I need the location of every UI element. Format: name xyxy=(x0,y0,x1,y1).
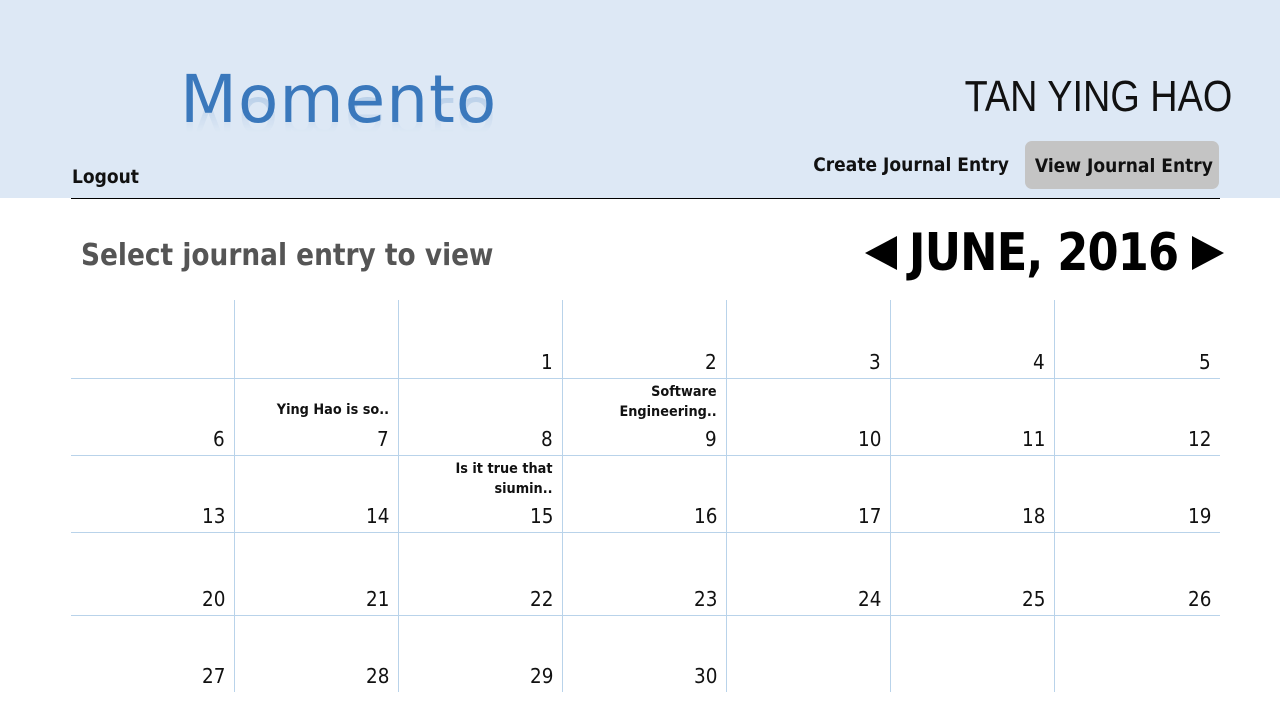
calendar-day-number: 10 xyxy=(857,427,881,451)
calendar-day-cell[interactable]: 28 xyxy=(235,615,399,692)
journal-entry-preview[interactable]: Ying Hao is so.. xyxy=(276,402,389,418)
calendar-day-cell[interactable]: Software Engineering.. 9 xyxy=(563,378,727,455)
calendar-day-cell[interactable]: 21 xyxy=(235,532,399,615)
calendar-day-number: 1 xyxy=(541,350,553,374)
calendar-day-number: 21 xyxy=(365,587,389,611)
calendar-day-number: 14 xyxy=(365,504,389,528)
calendar-day-cell[interactable]: 14 xyxy=(235,455,399,532)
calendar-week-row: 27 28 29 30 xyxy=(71,615,1220,692)
calendar-day-cell[interactable]: 26 xyxy=(1055,532,1220,615)
calendar-day-cell[interactable]: 3 xyxy=(727,300,891,378)
calendar-day-number: 29 xyxy=(529,664,553,688)
calendar-day-cell[interactable]: 6 xyxy=(71,378,235,455)
calendar-day-number: 2 xyxy=(705,350,717,374)
calendar-day-cell[interactable]: 2 xyxy=(563,300,727,378)
calendar-grid: 1 2 3 4 5 6 Ying Hao is so.. 7 8 Software Engineer… xyxy=(71,300,1220,692)
calendar-day-number: 26 xyxy=(1187,587,1211,611)
calendar-day-number: 17 xyxy=(857,504,881,528)
calendar-empty-cell xyxy=(71,300,235,378)
calendar-day-cell[interactable]: 20 xyxy=(71,532,235,615)
nav-view-label: View Journal Entry xyxy=(1034,155,1213,177)
logo: Momento Momento xyxy=(180,60,500,165)
calendar-day-cell[interactable]: Ying Hao is so.. 7 xyxy=(235,378,399,455)
calendar-day-number: 11 xyxy=(1021,427,1045,451)
calendar-day-number: 4 xyxy=(1033,350,1045,374)
nav-view-journal-entry[interactable]: View Journal Entry xyxy=(1025,141,1219,189)
calendar-day-cell[interactable]: Is it true that siumin.. 15 xyxy=(399,455,563,532)
calendar-day-number: 16 xyxy=(693,504,717,528)
calendar-row-divider xyxy=(71,615,1220,616)
calendar-row-divider xyxy=(71,532,1220,533)
page-title: Select journal entry to view xyxy=(81,238,494,273)
calendar-week-row: 6 Ying Hao is so.. 7 8 Software Engineering..… xyxy=(71,378,1220,455)
calendar-day-number: 30 xyxy=(693,664,717,688)
calendar-day-cell[interactable]: 8 xyxy=(399,378,563,455)
calendar-week-row: 1 2 3 4 5 xyxy=(71,300,1220,378)
calendar-day-number: 25 xyxy=(1021,587,1045,611)
month-navigator: JUNE, 2016 xyxy=(864,222,1224,284)
calendar-day-cell[interactable]: 19 xyxy=(1055,455,1220,532)
calendar-day-cell[interactable]: 30 xyxy=(563,615,727,692)
calendar-day-cell[interactable]: 4 xyxy=(891,300,1055,378)
journal-entry-preview[interactable]: Is it true that siumin.. xyxy=(455,461,553,497)
calendar-empty-cell xyxy=(891,615,1055,692)
calendar-day-cell[interactable]: 16 xyxy=(563,455,727,532)
calendar-day-number: 19 xyxy=(1187,504,1211,528)
calendar-day-number: 6 xyxy=(213,427,225,451)
logo-clip: Momento Momento xyxy=(180,60,520,165)
calendar-day-cell[interactable]: 23 xyxy=(563,532,727,615)
calendar-day-number: 8 xyxy=(541,427,553,451)
calendar-empty-cell xyxy=(727,615,891,692)
calendar-day-number: 3 xyxy=(869,350,881,374)
calendar-day-number: 20 xyxy=(201,587,225,611)
calendar-day-number: 15 xyxy=(529,504,553,528)
app-header: Momento Momento TAN YING HAO Logout Crea… xyxy=(0,0,1280,198)
username: TAN YING HAO xyxy=(964,72,1232,121)
calendar-day-cell[interactable]: 29 xyxy=(399,615,563,692)
calendar-day-cell[interactable]: 12 xyxy=(1055,378,1220,455)
triangle-right-icon[interactable] xyxy=(1192,236,1224,270)
calendar-day-cell[interactable]: 1 xyxy=(399,300,563,378)
calendar-week-row: 20 21 22 23 24 25 26 xyxy=(71,532,1220,615)
calendar-day-cell[interactable]: 11 xyxy=(891,378,1055,455)
calendar-day-number: 23 xyxy=(693,587,717,611)
logout-link[interactable]: Logout xyxy=(72,166,139,188)
logo-text: Momento xyxy=(180,61,498,138)
calendar-empty-cell xyxy=(235,300,399,378)
calendar-day-number: 9 xyxy=(705,427,717,451)
calendar-week-row: 13 14 Is it true that siumin.. 15 16 17 18 19 xyxy=(71,455,1220,532)
logo-reflection: Momento xyxy=(180,82,498,159)
calendar-day-number: 24 xyxy=(857,587,881,611)
calendar-day-number: 5 xyxy=(1199,350,1211,374)
calendar-day-number: 13 xyxy=(201,504,225,528)
calendar-row-divider xyxy=(71,378,1220,379)
calendar-empty-cell xyxy=(1055,615,1220,692)
calendar-day-cell[interactable]: 10 xyxy=(727,378,891,455)
calendar-day-cell[interactable]: 17 xyxy=(727,455,891,532)
calendar-day-number: 22 xyxy=(529,587,553,611)
calendar-day-cell[interactable]: 24 xyxy=(727,532,891,615)
journal-entry-preview[interactable]: Software Engineering.. xyxy=(619,384,717,420)
calendar-row-divider xyxy=(71,455,1220,456)
calendar-day-cell[interactable]: 13 xyxy=(71,455,235,532)
month-label: JUNE, 2016 xyxy=(908,223,1179,283)
calendar-day-number: 18 xyxy=(1021,504,1045,528)
header-divider xyxy=(71,198,1220,199)
calendar-day-cell[interactable]: 27 xyxy=(71,615,235,692)
calendar-day-cell[interactable]: 18 xyxy=(891,455,1055,532)
nav-create-journal-entry[interactable]: Create Journal Entry xyxy=(813,154,1009,176)
triangle-left-icon[interactable] xyxy=(864,236,897,270)
calendar-day-cell[interactable]: 25 xyxy=(891,532,1055,615)
calendar-day-number: 27 xyxy=(201,664,225,688)
calendar-day-cell[interactable]: 5 xyxy=(1055,300,1220,378)
calendar-day-cell[interactable]: 22 xyxy=(399,532,563,615)
calendar-day-number: 7 xyxy=(377,427,389,451)
calendar-day-number: 12 xyxy=(1187,427,1211,451)
calendar-day-number: 28 xyxy=(365,664,389,688)
